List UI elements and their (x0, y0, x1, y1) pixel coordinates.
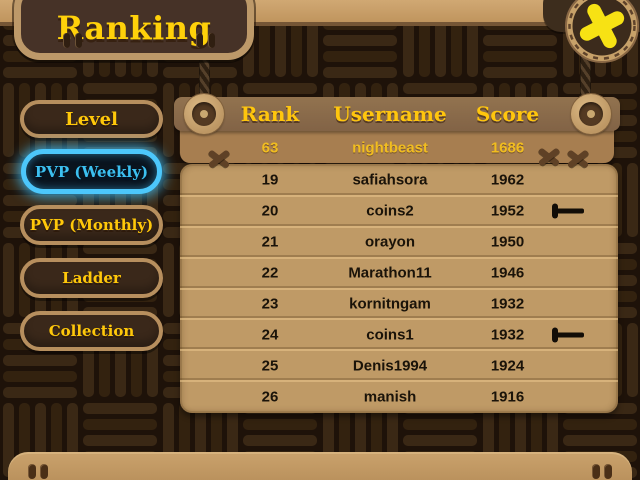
username-cell: safiahsora (352, 171, 428, 189)
username-cell: manish (363, 388, 417, 406)
score-cell: 1946 (490, 264, 525, 282)
score-cell: 1686 (490, 139, 525, 156)
close-button[interactable] (563, 0, 640, 65)
rank-cell: 22 (261, 264, 279, 282)
column-header-username: Username (333, 102, 447, 126)
stitch-x-icon (535, 146, 563, 168)
rank-cell: 20 (261, 202, 279, 220)
stitch-pair-icon (28, 464, 48, 479)
rope-left (199, 38, 210, 104)
rivet-icon (184, 94, 224, 134)
sidebar-item-label: Level (65, 108, 118, 130)
score-cell: 1962 (490, 171, 525, 189)
sidebar-item-pvp-monthly[interactable]: PVP (Monthly) (20, 205, 163, 245)
rank-cell: 23 (261, 295, 279, 313)
stitch-x-icon (564, 148, 592, 170)
rank-cell: 26 (261, 388, 279, 406)
table-row[interactable]: 20 coins2 1952 (180, 194, 618, 226)
table-row[interactable]: 25 Denis1994 1924 (180, 349, 618, 380)
table-row[interactable]: 22 Marathon11 1946 (180, 256, 618, 288)
stitch-x-icon (205, 148, 233, 170)
username-cell: coins1 (366, 326, 414, 344)
username-cell: kornitngam (349, 295, 431, 313)
username-cell: nightbeast (352, 139, 428, 156)
score-cell: 1924 (490, 357, 525, 375)
page-title: Ranking (56, 9, 212, 47)
rank-cell: 63 (261, 139, 279, 156)
table-row[interactable]: 24 coins1 1932 (180, 318, 618, 349)
score-cell: 1952 (490, 202, 525, 220)
bottom-bar (8, 452, 632, 480)
leaderboard-header: Rank Username Score (174, 97, 620, 131)
attack-icon[interactable] (552, 203, 586, 219)
rank-cell: 25 (261, 357, 279, 375)
username-cell: coins2 (366, 202, 414, 220)
sidebar-item-label: PVP (Monthly) (29, 216, 154, 234)
table-row[interactable]: 21 orayon 1950 (180, 225, 618, 257)
score-cell: 1950 (490, 233, 525, 251)
sidebar-item-label: Ladder (62, 269, 121, 287)
sidebar-item-pvp-weekly[interactable]: PVP (Weekly) (21, 149, 162, 194)
stitch-pair-icon (63, 33, 82, 48)
attack-icon[interactable] (552, 327, 586, 343)
username-cell: orayon (364, 233, 415, 251)
rank-cell: 19 (261, 171, 279, 189)
score-cell: 1932 (490, 295, 525, 313)
table-row[interactable]: 26 manish 1916 (180, 380, 618, 411)
score-cell: 1932 (490, 326, 525, 344)
sidebar-item-ladder[interactable]: Ladder (20, 258, 163, 298)
stitch-pair-icon (592, 464, 612, 479)
username-cell: Marathon11 (348, 264, 432, 282)
player-rank-row: 63 nightbeast 1686 (180, 132, 614, 163)
column-header-score: Score (475, 102, 540, 126)
title-panel: Ranking (14, 0, 254, 60)
score-cell: 1916 (490, 388, 525, 406)
rank-cell: 21 (261, 233, 279, 251)
sidebar-item-label: Collection (48, 322, 135, 340)
rope-right (580, 46, 591, 104)
table-row[interactable]: 19 safiahsora 1962 (180, 166, 618, 195)
sidebar-item-collection[interactable]: Collection (20, 311, 163, 351)
sidebar-item-label: PVP (Weekly) (34, 162, 149, 181)
rank-cell: 24 (261, 326, 279, 344)
username-cell: Denis1994 (352, 357, 428, 375)
close-icon (565, 0, 639, 63)
column-header-rank: Rank (240, 102, 300, 126)
rivet-icon (571, 94, 611, 134)
sidebar-item-level[interactable]: Level (20, 100, 163, 138)
table-row[interactable]: 23 kornitngam 1932 (180, 287, 618, 319)
stitch-pair-icon (196, 33, 215, 48)
leaderboard-list[interactable]: 19 safiahsora 1962 20 coins2 1952 21 ora… (180, 164, 618, 413)
